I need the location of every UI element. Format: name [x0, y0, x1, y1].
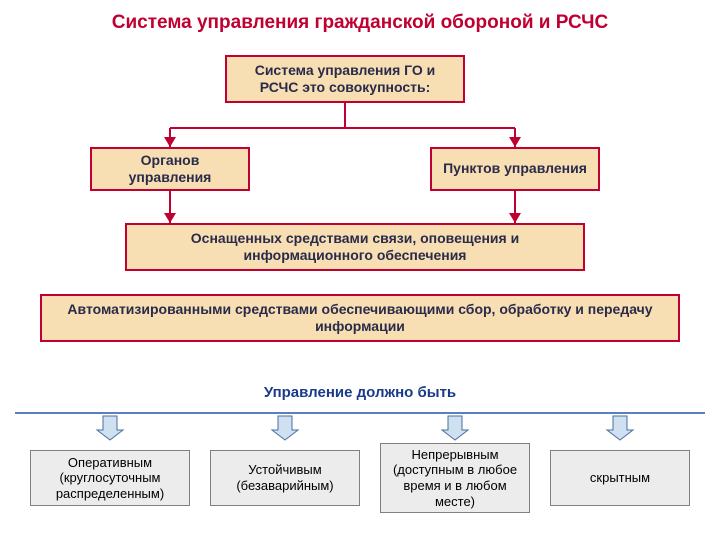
node-organs: Органов управления [90, 147, 250, 191]
node-points-label: Пунктов управления [443, 160, 587, 178]
node-auto: Автоматизированными средствами обеспечив… [40, 294, 680, 342]
property-hidden-label: скрытным [590, 470, 650, 486]
property-operative: Оперативным (круглосуточным распределенн… [30, 450, 190, 506]
property-hidden: скрытным [550, 450, 690, 506]
node-organs-label: Органов управления [100, 152, 240, 187]
node-root: Система управления ГО и РСЧС это совокуп… [225, 55, 465, 103]
node-equip-label: Оснащенных средствами связи, оповещения … [135, 230, 575, 265]
separator-line [15, 412, 705, 414]
property-continuous-label: Непрерывным (доступным в любое время и в… [385, 447, 525, 509]
subheading: Управление должно быть [0, 384, 720, 401]
page-title: Система управления гражданской обороной … [0, 12, 720, 34]
property-stable: Устойчивым (безаварийным) [210, 450, 360, 506]
property-operative-label: Оперативным (круглосуточным распределенн… [35, 455, 185, 502]
property-stable-label: Устойчивым (безаварийным) [215, 462, 355, 493]
property-continuous: Непрерывным (доступным в любое время и в… [380, 443, 530, 513]
node-equip: Оснащенных средствами связи, оповещения … [125, 223, 585, 271]
node-auto-label: Автоматизированными средствами обеспечив… [50, 301, 670, 336]
node-root-label: Система управления ГО и РСЧС это совокуп… [235, 62, 455, 97]
node-points: Пунктов управления [430, 147, 600, 191]
